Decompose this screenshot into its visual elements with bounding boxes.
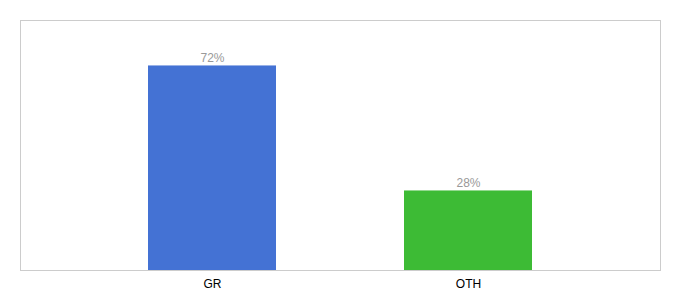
svg-text:GR: GR: [204, 277, 222, 291]
svg-text:28%: 28%: [456, 176, 480, 190]
svg-text:OTH: OTH: [456, 277, 481, 291]
svg-text:72%: 72%: [200, 51, 224, 65]
